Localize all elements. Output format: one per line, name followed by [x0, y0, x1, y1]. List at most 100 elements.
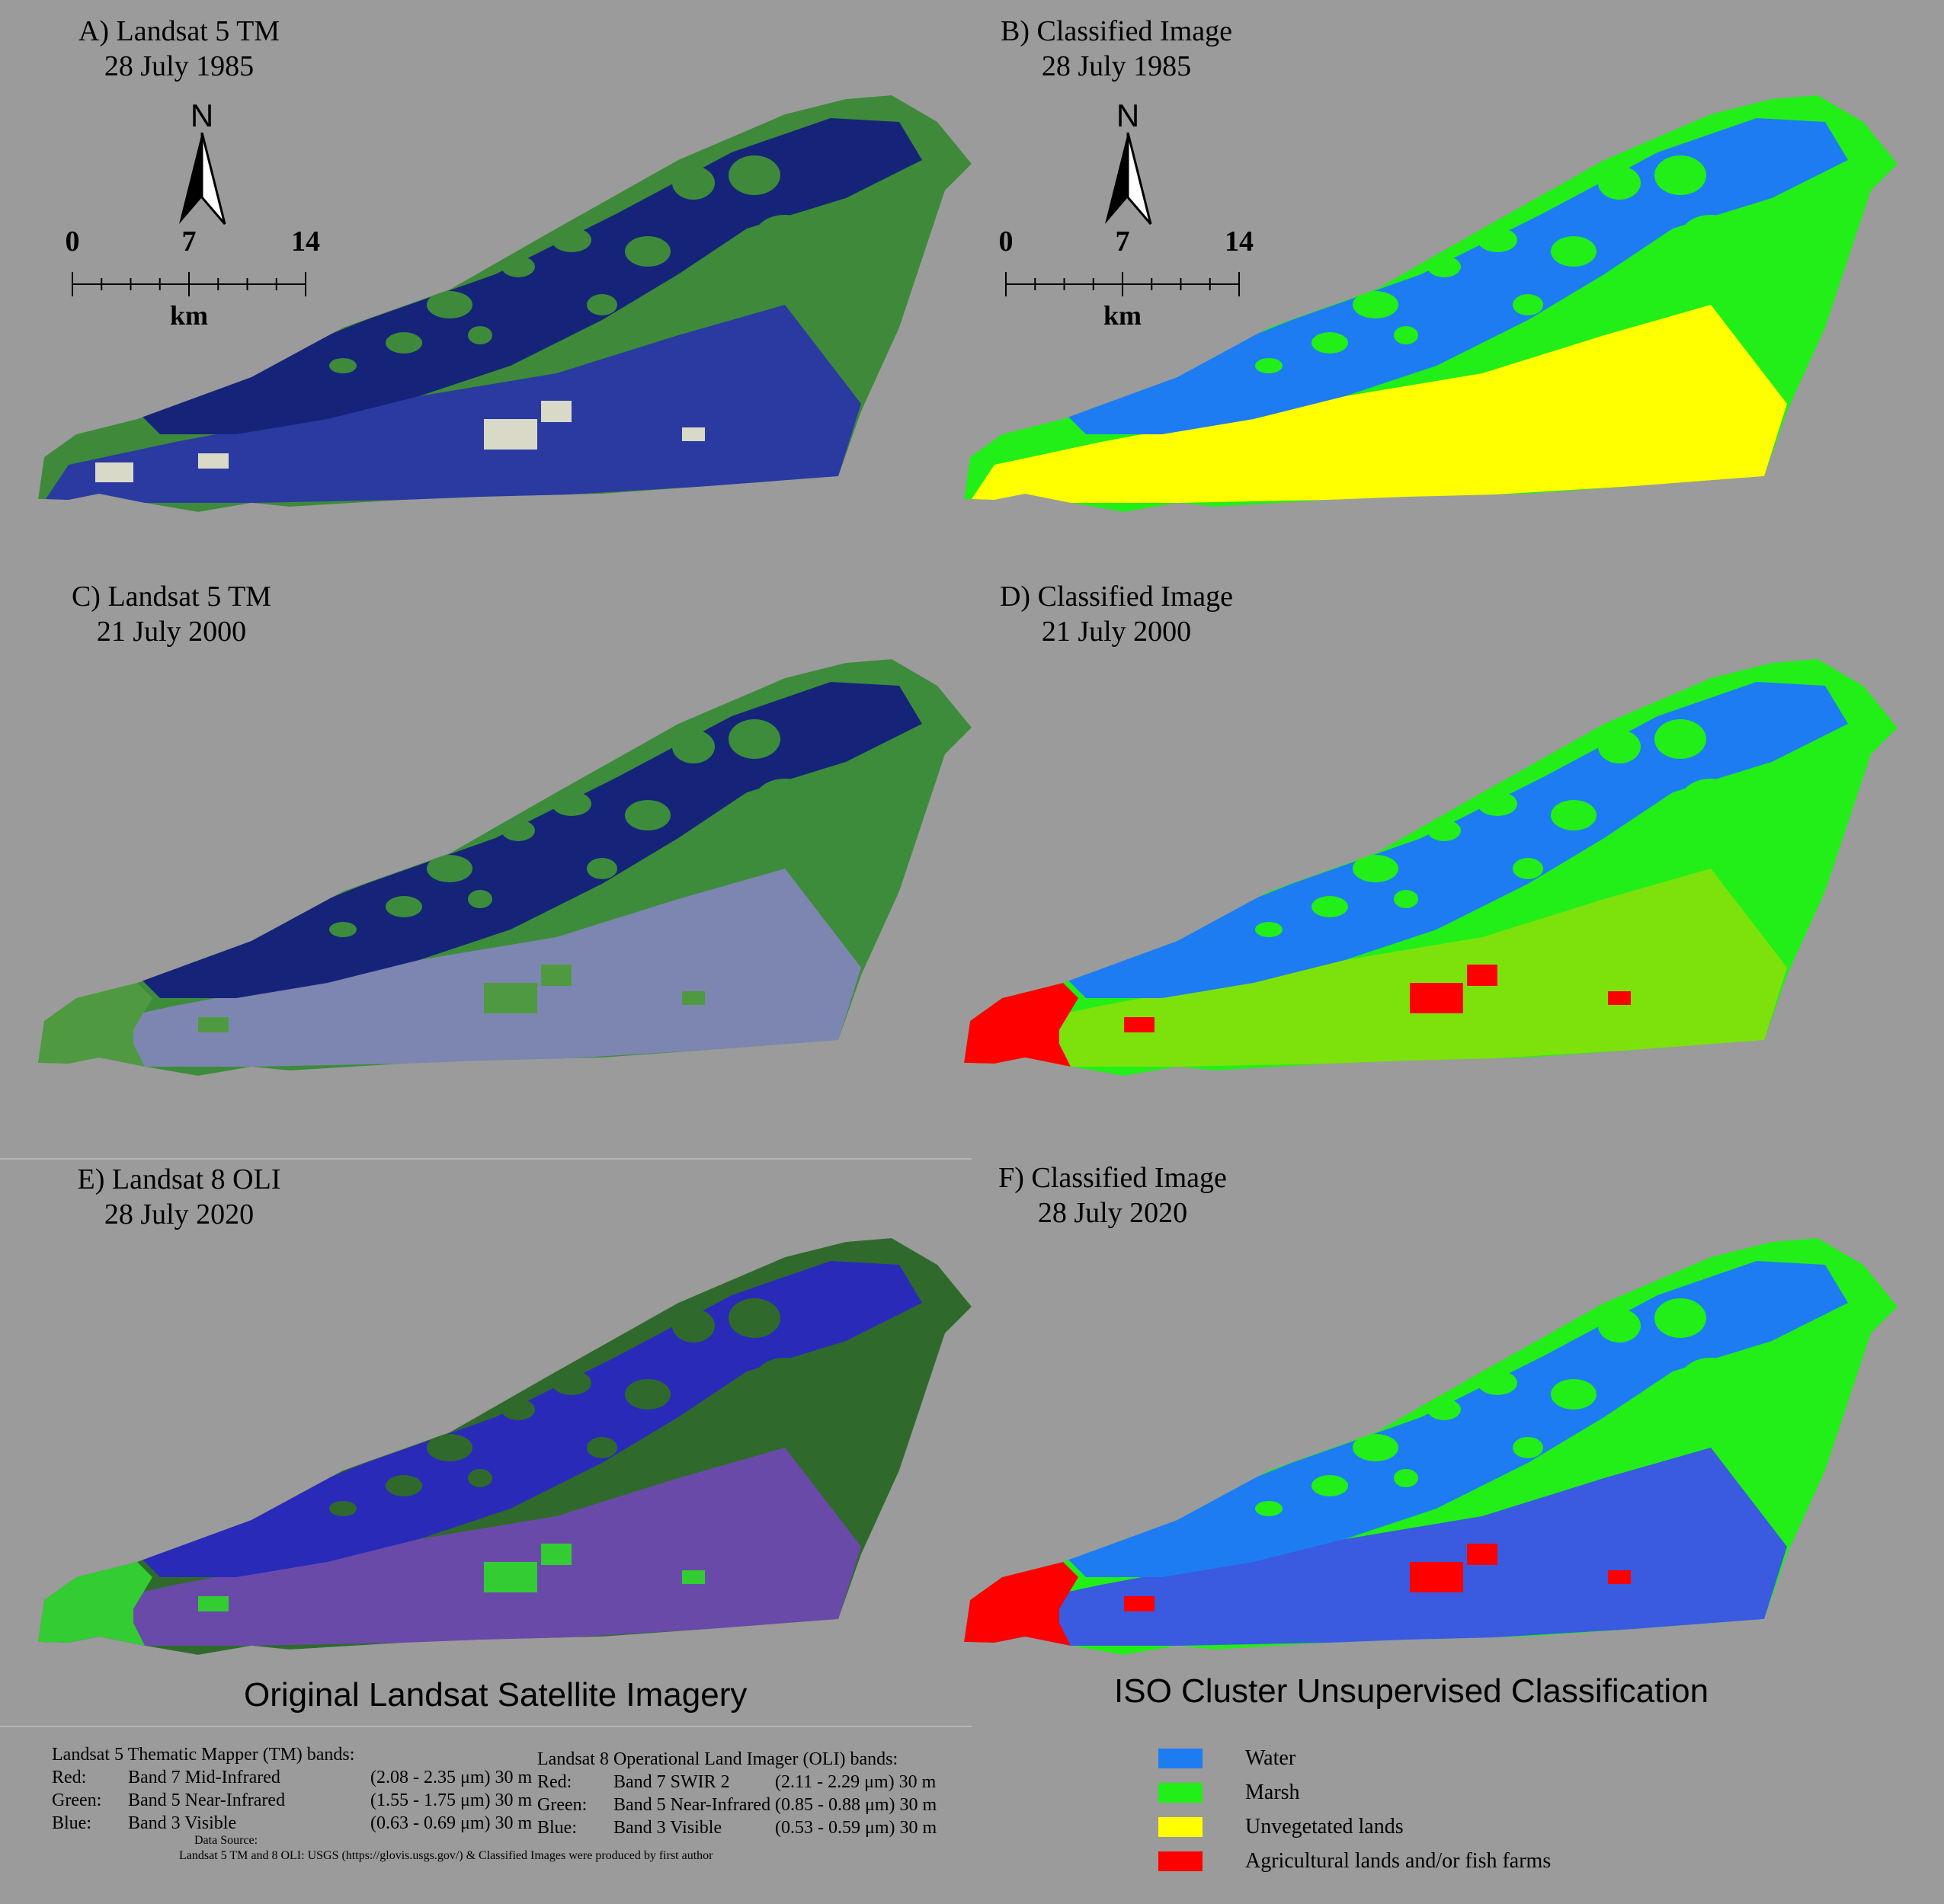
panel-heading: D) Classified Image — [999, 581, 1234, 613]
north-arrow-icon: N — [1097, 99, 1158, 229]
panel-heading: B) Classified Image — [1001, 15, 1232, 47]
island — [1680, 1358, 1741, 1400]
island — [1427, 820, 1461, 841]
island — [754, 779, 815, 821]
southern-land-area — [46, 1448, 861, 1646]
island — [672, 1309, 715, 1342]
band-range: (2.11 - 2.29 μm) 30 m — [775, 1772, 937, 1792]
classification-legend: Water Marsh Unvegetated lands Agricultur… — [1158, 1741, 1551, 1878]
island — [427, 855, 472, 882]
data-source-text: Landsat 5 TM and 8 OLI: USGS (https://gl… — [179, 1849, 713, 1862]
island — [468, 890, 492, 908]
island — [1513, 858, 1543, 879]
panel-title-a: A) Landsat 5 TM 28 July 1985 — [27, 14, 331, 84]
panel-heading: C) Landsat 5 TM — [71, 581, 272, 613]
island — [329, 358, 357, 373]
land-patch — [1124, 1596, 1155, 1611]
island — [552, 792, 591, 816]
band-name: Band 7 SWIR 2 — [613, 1772, 730, 1792]
land-patch — [1608, 427, 1631, 441]
island — [1311, 332, 1348, 354]
island — [1598, 166, 1641, 200]
island — [1255, 1501, 1283, 1516]
island — [1513, 1437, 1543, 1458]
panel-date: 28 July 1985 — [1041, 50, 1192, 82]
scale-tick-label: 7 — [181, 226, 197, 258]
island — [754, 215, 815, 258]
data-source: Data Source: Landsat 5 TM and 8 OLI: USG… — [179, 1833, 713, 1864]
lake-water-area — [137, 118, 922, 434]
land-patch — [1410, 1562, 1463, 1592]
island — [1680, 215, 1741, 258]
oli-band-row: Blue: Band 3 Visible (0.53 - 0.59 μm) 30… — [537, 1816, 937, 1839]
lake-water-area — [137, 682, 922, 998]
band-channel: Green: — [52, 1790, 102, 1810]
panel-title-e: E) Landsat 8 OLI 28 July 2020 — [27, 1162, 331, 1232]
southern-land-area — [46, 869, 861, 1067]
scale-tick-label: 14 — [291, 226, 320, 258]
island — [729, 155, 780, 195]
tm-band-row: Green: Band 5 Near-Infrared (1.55 - 1.75… — [52, 1789, 532, 1812]
land-patch — [484, 419, 537, 450]
oli-band-row: Red: Band 7 SWIR 2 (2.11 - 2.29 μm) 30 m — [537, 1771, 937, 1794]
tm-band-row: Red: Band 7 Mid-Infrared (2.08 - 2.35 μm… — [52, 1766, 532, 1789]
map-panel-c — [38, 659, 972, 1076]
scale-unit: km — [169, 300, 208, 331]
legend-swatch — [1158, 1851, 1203, 1871]
island — [1427, 1399, 1461, 1420]
southern-land-area — [46, 305, 861, 503]
island — [1598, 730, 1641, 763]
island — [729, 1298, 780, 1338]
tm-bands-heading: Landsat 5 Thematic Mapper (TM) bands: — [52, 1745, 355, 1765]
band-name: Band 7 Mid-Infrared — [128, 1768, 280, 1787]
map-panel-b — [964, 95, 1898, 512]
legend-item-agricultural: Agricultural lands and/or fish farms — [1158, 1844, 1551, 1878]
island — [672, 730, 715, 763]
band-range: (0.85 - 0.88 μm) 30 m — [775, 1795, 937, 1815]
island — [1478, 228, 1517, 252]
island — [587, 294, 617, 315]
tm-band-row: Blue: Band 3 Visible (0.63 - 0.69 μm) 30… — [52, 1812, 532, 1835]
scale-tick-label: 7 — [1115, 226, 1130, 258]
island — [329, 922, 357, 937]
land-patch — [1021, 462, 1059, 482]
land-patch — [1124, 1017, 1155, 1032]
island — [1680, 779, 1741, 821]
island — [329, 1501, 357, 1516]
map-panel-d — [964, 659, 1898, 1076]
oli-bands-info: Landsat 8 Operational Land Imager (OLI) … — [537, 1748, 937, 1839]
lake-water-area — [1063, 118, 1848, 434]
map-panel-a — [38, 95, 972, 512]
island — [552, 228, 591, 252]
land-patch — [1467, 965, 1497, 986]
southern-land-area — [972, 869, 1787, 1067]
north-arrow-shape — [1105, 132, 1152, 225]
panel-title-f: F) Classified Image 28 July 2020 — [960, 1160, 1265, 1230]
island — [729, 719, 780, 759]
island — [386, 332, 422, 354]
land-patch — [1124, 453, 1155, 469]
band-range: (0.63 - 0.69 μm) 30 m — [370, 1813, 533, 1833]
island — [672, 166, 715, 200]
legend-item-marsh: Marsh — [1158, 1775, 1551, 1810]
island — [1513, 294, 1543, 315]
section-title-right: ISO Cluster Unsupervised Classification — [1114, 1672, 1709, 1710]
scale-bar: 0 7 14 km — [53, 225, 328, 331]
panel-title-c: C) Landsat 5 TM 21 July 2000 — [19, 579, 324, 649]
band-channel: Green: — [537, 1795, 588, 1815]
scale-bar-line — [1005, 272, 1240, 296]
band-name: Band 5 Near-Infrared — [128, 1790, 286, 1810]
legend-label: Unvegetated lands — [1245, 1815, 1404, 1838]
island — [427, 291, 472, 318]
band-name: Band 3 Visible — [613, 1818, 722, 1838]
island — [501, 1399, 535, 1420]
panel-date: 28 July 2020 — [1037, 1197, 1188, 1229]
land-patch — [95, 462, 133, 482]
land-patch — [682, 991, 705, 1005]
island — [625, 800, 671, 830]
panel-date: 21 July 2000 — [96, 616, 247, 648]
map-panel-f — [964, 1238, 1898, 1655]
land-patch — [198, 1596, 229, 1611]
land-patch — [682, 1570, 705, 1584]
scale-bar: 0 7 14 km — [987, 225, 1261, 331]
